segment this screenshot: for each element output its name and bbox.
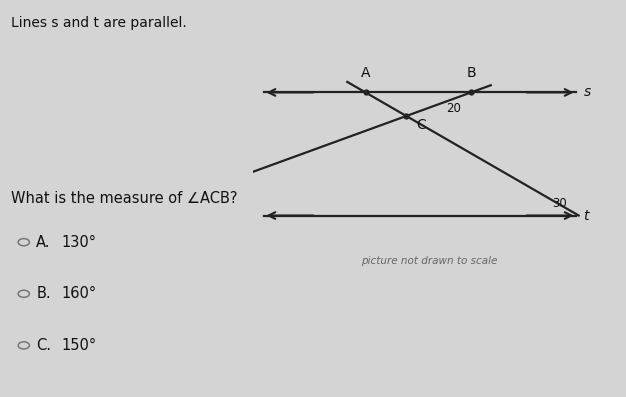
Text: 30: 30: [552, 197, 567, 210]
Text: t: t: [583, 208, 589, 222]
Text: What is the measure of ∠ACB?: What is the measure of ∠ACB?: [11, 191, 238, 206]
Text: 20: 20: [446, 102, 461, 115]
Text: 130°: 130°: [61, 235, 96, 250]
Text: picture not drawn to scale: picture not drawn to scale: [361, 256, 497, 266]
Text: Lines s and t are parallel.: Lines s and t are parallel.: [11, 16, 187, 30]
Text: s: s: [583, 85, 591, 99]
Text: 160°: 160°: [61, 286, 96, 301]
Text: A: A: [361, 66, 370, 80]
Text: B.: B.: [36, 286, 51, 301]
Text: C: C: [416, 118, 426, 132]
Text: B: B: [466, 66, 476, 80]
Text: 150°: 150°: [61, 338, 96, 353]
Text: C.: C.: [36, 338, 51, 353]
Text: A.: A.: [36, 235, 51, 250]
